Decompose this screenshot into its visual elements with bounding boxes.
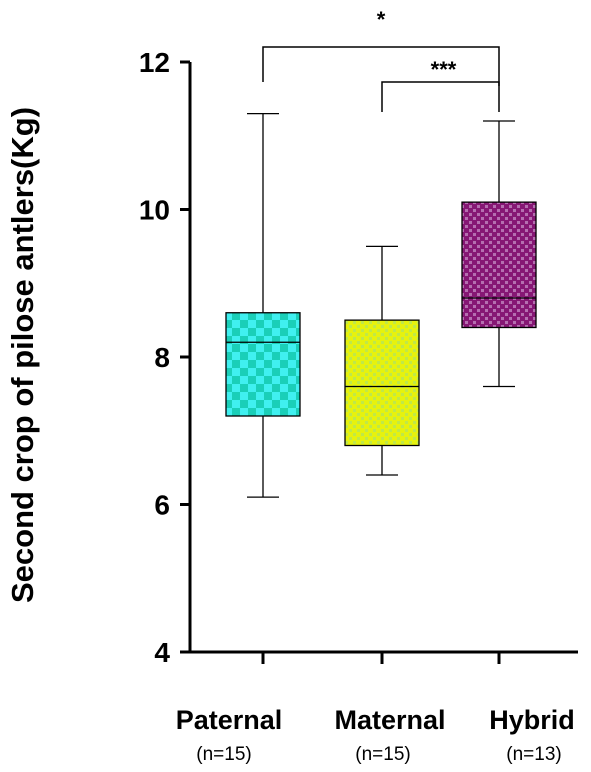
- y-tick-label: 8: [154, 342, 170, 373]
- box-hybrid: [461, 120, 537, 388]
- sample-size-label: (n=15): [196, 744, 251, 765]
- sample-size-label: (n=15): [355, 744, 410, 765]
- box-iqr: [461, 201, 537, 329]
- bracket-line: [262, 46, 500, 86]
- box-iqr: [344, 319, 420, 447]
- y-tick-label: 12: [139, 47, 170, 78]
- x-category-label: Maternal: [334, 705, 445, 735]
- box-iqr: [225, 312, 301, 417]
- box-maternal: [344, 245, 420, 476]
- y-tick-label: 10: [139, 195, 170, 226]
- box-paternal: [225, 112, 301, 498]
- y-tick-label: 6: [154, 490, 170, 521]
- significance-label: ***: [431, 57, 457, 82]
- x-category-label: Paternal: [176, 705, 283, 735]
- x-category-label: Hybrid: [489, 705, 575, 735]
- sample-size-label: (n=13): [506, 744, 561, 765]
- bracket-line: [381, 81, 500, 112]
- significance-bracket: ***: [381, 57, 500, 112]
- significance-label: *: [377, 7, 386, 32]
- y-tick-label: 4: [154, 637, 170, 668]
- significance-bracket: *: [262, 7, 500, 86]
- y-axis-label: Second crop of pilose antlers(Kg): [5, 107, 40, 603]
